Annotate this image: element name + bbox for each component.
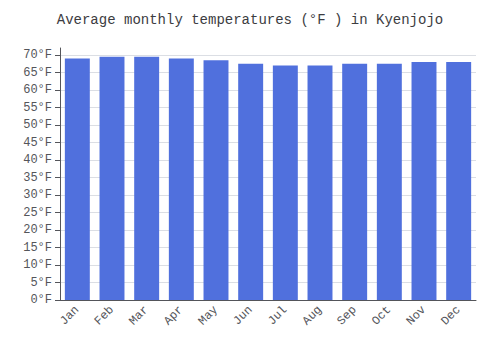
svg-text:Jun: Jun — [230, 303, 255, 328]
svg-text:25°F: 25°F — [23, 206, 52, 220]
svg-text:Oct: Oct — [369, 303, 394, 328]
svg-text:20°F: 20°F — [23, 223, 52, 237]
svg-text:60°F: 60°F — [23, 83, 52, 97]
svg-text:Apr: Apr — [161, 303, 186, 328]
svg-text:10°F: 10°F — [23, 258, 52, 272]
svg-text:May: May — [196, 303, 221, 328]
svg-text:70°F: 70°F — [23, 48, 52, 62]
svg-text:Jan: Jan — [57, 303, 82, 328]
svg-text:15°F: 15°F — [23, 241, 52, 255]
svg-text:Mar: Mar — [126, 303, 151, 328]
svg-text:65°F: 65°F — [23, 66, 52, 80]
svg-text:55°F: 55°F — [23, 101, 52, 115]
svg-text:5°F: 5°F — [30, 276, 52, 290]
svg-text:Aug: Aug — [300, 303, 325, 328]
svg-text:Sep: Sep — [334, 303, 359, 328]
svg-text:50°F: 50°F — [23, 118, 52, 132]
svg-text:Average monthly temperatures (: Average monthly temperatures (°F ) in Ky… — [57, 12, 443, 28]
svg-text:45°F: 45°F — [23, 136, 52, 150]
svg-text:35°F: 35°F — [23, 171, 52, 185]
svg-text:30°F: 30°F — [23, 188, 52, 202]
svg-text:40°F: 40°F — [23, 153, 52, 167]
svg-text:Nov: Nov — [404, 303, 429, 328]
svg-text:Dec: Dec — [438, 303, 463, 328]
svg-text:Jul: Jul — [265, 303, 290, 328]
svg-text:0°F: 0°F — [30, 293, 52, 307]
svg-text:Feb: Feb — [92, 303, 117, 328]
